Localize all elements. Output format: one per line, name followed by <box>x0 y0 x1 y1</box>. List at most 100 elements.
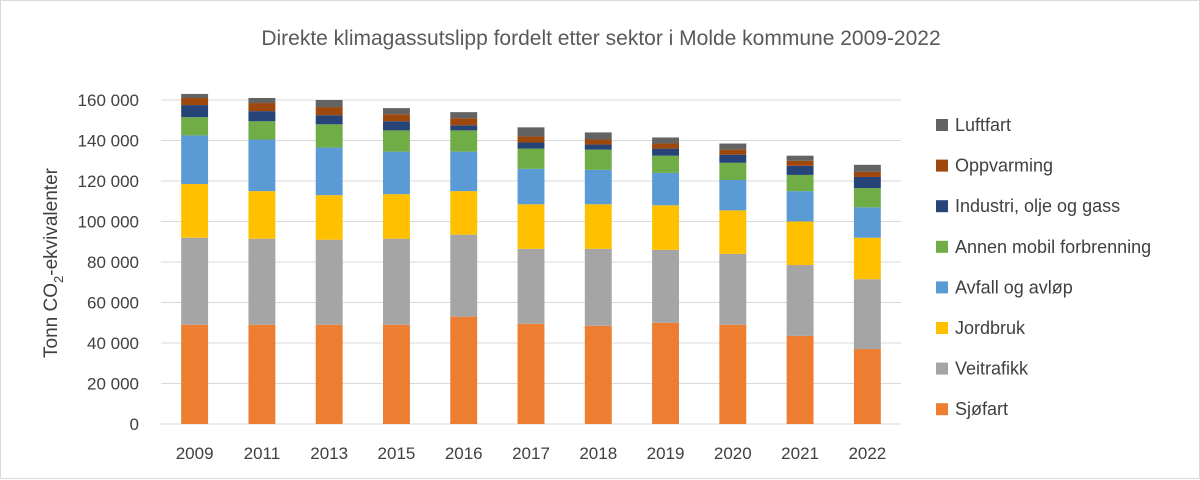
y-tick-label: 20 000 <box>87 375 139 394</box>
bar-segment <box>719 179 747 211</box>
bar-segment <box>383 238 410 325</box>
x-tick-label: 2011 <box>244 444 281 463</box>
bar-segment <box>181 237 209 325</box>
legend-swatch <box>936 240 948 253</box>
y-axis-label-subscript: 2 <box>51 276 66 283</box>
y-tick-label: 40 000 <box>87 334 139 353</box>
bar-segment <box>719 162 747 180</box>
legend-swatch <box>936 159 948 172</box>
bar-segment <box>248 103 276 112</box>
x-tick-label: 2022 <box>848 444 886 463</box>
bar-segment <box>383 121 410 131</box>
bar-segment <box>584 149 612 170</box>
x-tick-label: 2018 <box>579 444 617 463</box>
bar-segment <box>786 335 814 424</box>
x-tick-label: 2019 <box>647 444 685 463</box>
bar-segment <box>652 249 679 323</box>
legend-label: Jordbruk <box>955 318 1026 338</box>
bar-segment <box>853 188 881 208</box>
bar-segment <box>786 165 814 175</box>
legend-label: Sjøfart <box>955 399 1008 419</box>
bar-segment <box>450 191 478 235</box>
bar-segment <box>584 248 612 326</box>
y-axis-label-rest: -ekvivalenter <box>41 167 62 275</box>
bar-segment <box>584 325 612 424</box>
bar-segment <box>719 143 747 150</box>
y-tick-label: 0 <box>130 415 139 434</box>
bar-segment <box>652 205 679 250</box>
bar-segment <box>853 207 881 238</box>
bar-segment <box>786 191 814 222</box>
bar-segment <box>248 191 276 239</box>
bar-segment <box>584 144 612 150</box>
legend-label: Oppvarming <box>955 156 1053 176</box>
bar-segment <box>383 114 410 122</box>
bar-segment <box>517 248 545 324</box>
y-tick-label: 120 000 <box>78 172 139 191</box>
bar-segment <box>248 139 276 192</box>
bar-segment <box>315 239 343 325</box>
bar-segment <box>853 279 881 350</box>
legend-swatch <box>936 403 948 416</box>
bar-segment <box>450 130 478 152</box>
bar-segment <box>652 322 679 424</box>
legend: Luftfart Oppvarming Industri, olje og gass… <box>936 115 1151 419</box>
bar-segment <box>315 107 343 116</box>
bar-segment <box>181 324 209 424</box>
bar-segment <box>652 148 679 156</box>
chart-title: Direkte klimagassutslipp fordelt etter s… <box>261 27 940 50</box>
bar-segment <box>315 100 343 108</box>
legend-label: Luftfart <box>955 115 1011 135</box>
bar-segment <box>383 151 410 195</box>
bar-segment <box>181 97 209 106</box>
bar-segment <box>584 169 612 205</box>
bar-segment <box>517 168 545 205</box>
bar-segment <box>853 349 881 424</box>
legend-label: Industri, olje og gass <box>955 196 1120 216</box>
bar-segment <box>719 253 747 325</box>
bar-segment <box>315 124 343 148</box>
y-tick-label: 100 000 <box>78 213 139 232</box>
bar-segment <box>719 324 747 424</box>
bar-segment <box>853 171 881 177</box>
bar-segment <box>853 176 881 189</box>
legend-label: Annen mobil forbrenning <box>955 237 1151 257</box>
legend-swatch <box>936 362 948 375</box>
bar-segment <box>181 117 209 136</box>
bar-segment <box>181 135 209 185</box>
bar-segment <box>248 111 276 122</box>
x-tick-label: 2009 <box>176 444 214 463</box>
bar-segment <box>517 323 545 424</box>
bar-segment <box>315 324 343 424</box>
bar-segment <box>517 148 545 169</box>
x-axis-ticks: 2009 2011 2013 2015 2016 2017 2018 2019 2020 2021… <box>176 444 887 463</box>
y-tick-label: 140 000 <box>78 132 139 151</box>
bar-segment <box>719 154 747 163</box>
bar-segment <box>450 125 478 131</box>
legend-swatch <box>936 322 948 334</box>
bar-segment <box>450 112 478 119</box>
legend-label: Veitrafikk <box>955 359 1029 379</box>
bar-segment <box>652 143 679 149</box>
x-tick-label: 2017 <box>512 444 550 463</box>
bar-segment <box>853 237 881 280</box>
y-tick-label: 160 000 <box>78 91 139 110</box>
bar-segment <box>517 127 545 137</box>
y-axis-label-main: Tonn CO <box>41 283 62 358</box>
bar-segment <box>786 160 814 166</box>
bars <box>181 93 881 424</box>
bar-segment <box>181 93 209 98</box>
bar-segment <box>786 155 814 161</box>
bar-segment <box>652 172 679 206</box>
bar-segment <box>584 139 612 145</box>
bar-segment <box>383 194 410 239</box>
bar-segment <box>652 137 679 144</box>
y-axis-label: Tonn CO2-ekvivalenter <box>41 167 66 358</box>
bar-segment <box>181 105 209 118</box>
bar-segment <box>853 164 881 172</box>
bar-segment <box>450 118 478 126</box>
bar-segment <box>517 136 545 143</box>
x-tick-label: 2016 <box>445 444 483 463</box>
